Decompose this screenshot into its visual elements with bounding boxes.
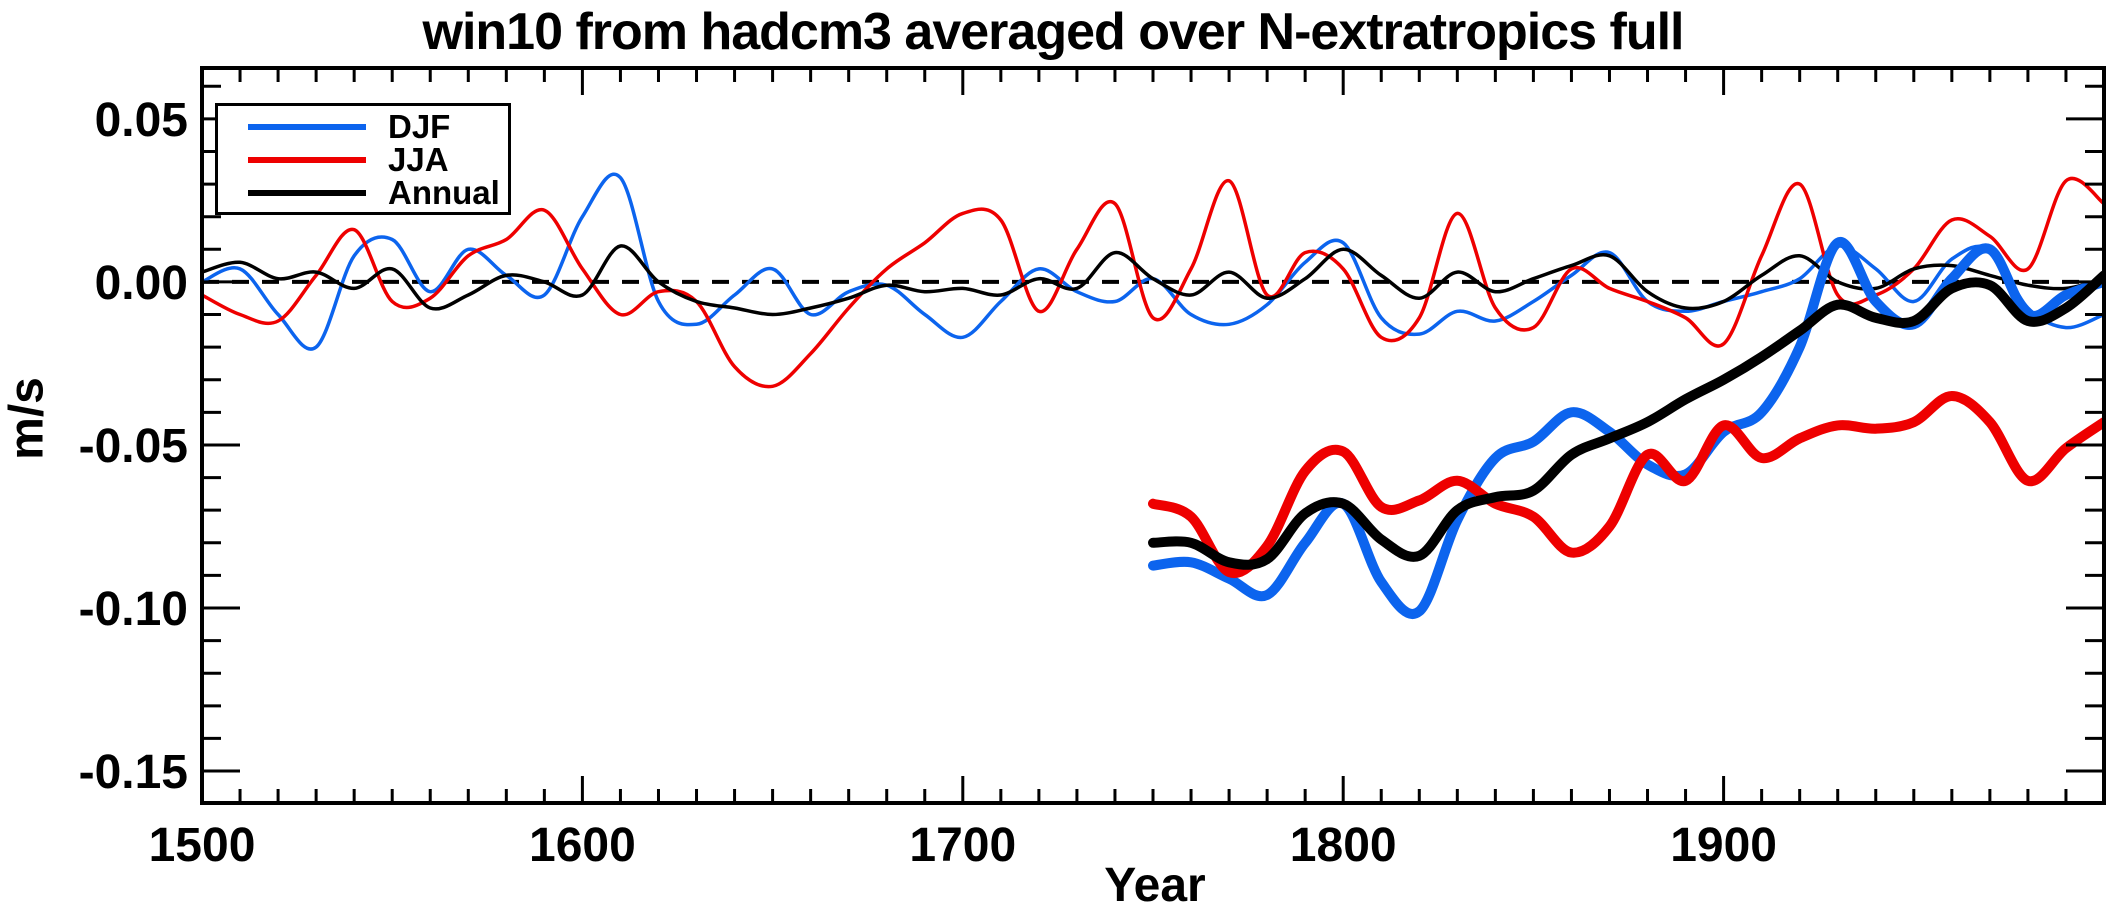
legend-item-djf: DJF [248,110,508,143]
legend-item-jja: JJA [248,143,508,176]
djf-line-swatch-icon [248,123,366,130]
x-tick-label: 1700 [909,819,1016,872]
x-tick-label: 1900 [1670,819,1777,872]
y-tick-label: -0.15 [79,746,188,799]
y-tick-label: 0.00 [95,257,188,310]
series-line-annual [202,244,2104,317]
legend-label-djf: DJF [388,108,451,145]
legend-label-annual: Annual [388,174,500,211]
plot-border [200,66,2106,805]
y-axis-label: m/s [0,377,54,460]
legend-item-annual: Annual [248,176,508,209]
y-tick-label: -0.05 [79,420,188,473]
series-line-annual-smoothed [1148,270,2104,570]
jja-line-swatch-icon [248,156,366,163]
series-line-jja [202,176,2104,389]
x-tick-label: 1500 [149,819,256,872]
x-tick-label: 1800 [1290,819,1397,872]
series-line-djf-smoothed [1148,237,2104,619]
legend-label-jja: JJA [388,141,449,178]
x-axis-label: Year [1104,859,1206,912]
series-line-jja-smoothed [1148,391,2104,579]
y-tick-label: 0.05 [95,94,188,147]
chart-title: win10 from hadcm3 averaged over N-extrat… [422,3,1685,61]
legend: DJF JJA Annual [215,103,511,215]
x-tick-label: 1600 [529,819,636,872]
y-tick-label: -0.10 [79,583,188,636]
annual-line-swatch-icon [248,189,366,196]
